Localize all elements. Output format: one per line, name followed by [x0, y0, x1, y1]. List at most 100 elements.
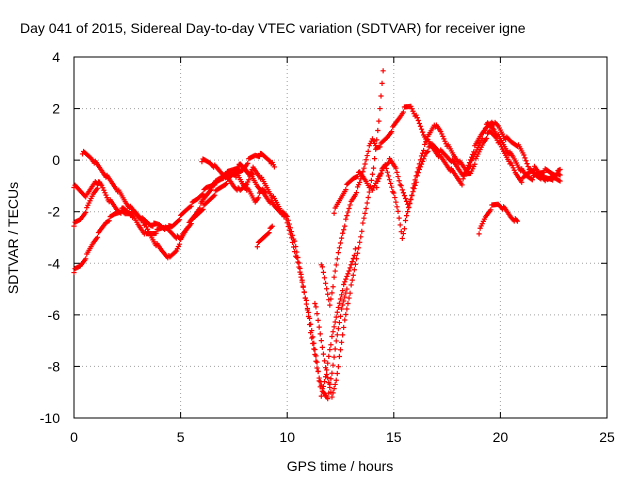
data-point	[245, 160, 251, 167]
data-point	[353, 190, 360, 196]
data-point	[415, 165, 421, 171]
data-point	[199, 192, 205, 198]
data-point	[268, 224, 274, 230]
data-point	[364, 152, 370, 159]
data-point	[476, 231, 482, 237]
data-point	[246, 177, 252, 183]
data-point	[187, 204, 193, 210]
data-point	[394, 169, 400, 175]
data-point	[365, 148, 371, 154]
data-point	[299, 279, 305, 285]
data-point	[328, 376, 334, 382]
data-point	[332, 381, 338, 388]
data-point	[413, 173, 419, 179]
y-tick-label: 4	[52, 49, 60, 65]
data-point	[390, 189, 396, 195]
data-point	[409, 192, 415, 198]
data-point	[341, 298, 347, 304]
data-point	[359, 228, 365, 234]
data-point	[332, 346, 338, 352]
data-point	[393, 199, 399, 205]
data-point	[102, 190, 108, 196]
data-point	[421, 147, 427, 154]
data-point	[326, 353, 332, 359]
data-point	[316, 324, 322, 330]
data-point	[361, 215, 367, 221]
y-tick-label: -10	[40, 410, 60, 426]
data-point	[498, 144, 505, 150]
data-point	[302, 295, 308, 301]
data-point	[314, 359, 320, 365]
data-point	[342, 279, 348, 285]
data-point	[314, 311, 320, 317]
data-point	[314, 365, 320, 371]
data-point	[143, 224, 150, 230]
data-point	[347, 202, 353, 208]
data-point	[479, 135, 485, 142]
data-point	[556, 177, 562, 184]
data-point	[324, 371, 330, 378]
data-point	[377, 105, 383, 112]
data-point	[380, 68, 386, 74]
data-point	[357, 179, 363, 186]
data-point	[416, 161, 422, 167]
data-point	[418, 153, 425, 159]
data-point	[408, 103, 414, 109]
data-point	[337, 240, 344, 246]
data-point	[335, 250, 341, 256]
data-point	[315, 317, 321, 323]
data-point	[172, 249, 178, 255]
x-tick-label: 15	[386, 429, 402, 445]
data-point	[344, 213, 350, 219]
data-point	[344, 306, 350, 312]
data-point	[285, 223, 291, 230]
x-tick-label: 10	[279, 429, 295, 445]
data-point	[328, 342, 334, 348]
data-point	[415, 117, 421, 124]
data-point	[329, 370, 335, 376]
data-point	[321, 275, 328, 281]
data-point	[338, 306, 345, 312]
data-point	[403, 198, 410, 204]
data-point	[322, 365, 329, 371]
data-point	[312, 346, 318, 353]
data-point	[402, 217, 409, 224]
y-tick-label: -2	[48, 204, 61, 220]
data-point	[375, 127, 381, 134]
data-point	[410, 185, 416, 191]
data-point	[308, 321, 314, 327]
data-point	[329, 333, 335, 340]
data-point	[318, 338, 324, 344]
data-point	[309, 335, 315, 341]
data-point	[348, 282, 354, 288]
data-point	[529, 177, 535, 183]
data-point	[319, 264, 325, 270]
data-point	[438, 128, 444, 135]
y-tick-label: -8	[48, 358, 61, 374]
data-point	[71, 269, 77, 276]
data-point	[347, 290, 353, 296]
data-point	[303, 301, 309, 307]
data-point	[328, 296, 334, 302]
data-point	[384, 169, 391, 175]
data-point	[376, 118, 382, 124]
data-point	[340, 332, 346, 338]
data-point	[344, 286, 350, 292]
data-point	[336, 300, 343, 306]
data-point	[332, 268, 338, 274]
data-point	[497, 141, 503, 147]
data-point	[356, 245, 362, 251]
data-point	[99, 182, 105, 188]
y-axis-label: SDTVAR / TECUs	[5, 182, 21, 294]
data-point	[396, 178, 402, 184]
data-point	[425, 148, 431, 154]
data-point	[310, 334, 316, 340]
data-point	[212, 192, 218, 198]
data-point	[411, 185, 417, 192]
data-point	[338, 235, 345, 241]
data-point	[223, 181, 230, 187]
data-point	[327, 302, 333, 308]
data-point	[493, 135, 499, 141]
data-point	[305, 309, 312, 316]
